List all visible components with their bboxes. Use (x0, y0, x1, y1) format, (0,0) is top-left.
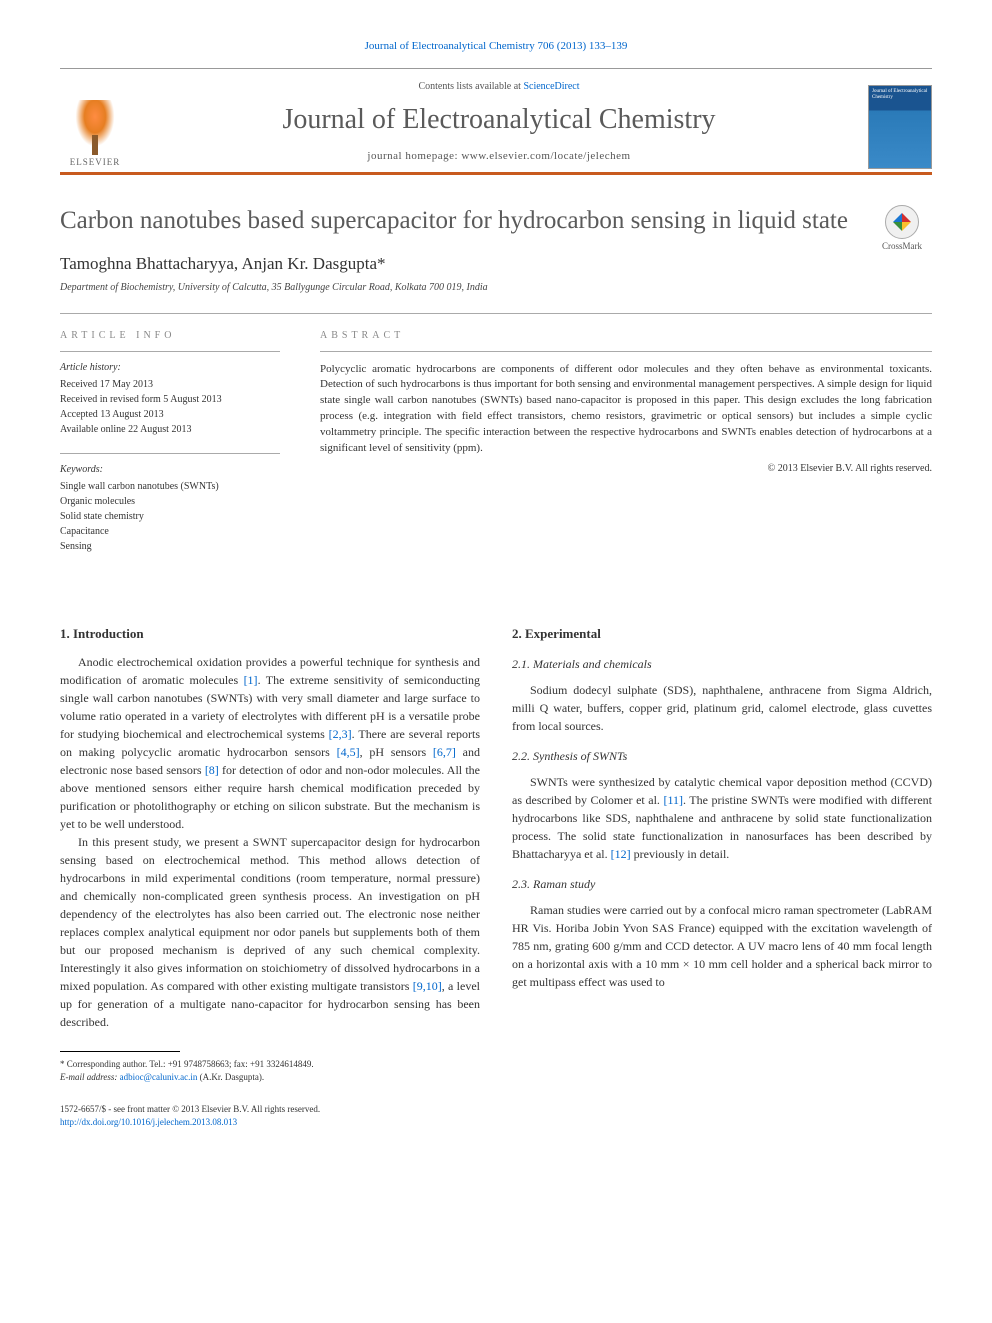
keyword: Single wall carbon nanotubes (SWNTs) (60, 479, 280, 494)
doi-link[interactable]: http://dx.doi.org/10.1016/j.jelechem.201… (60, 1117, 237, 1127)
history-item: Available online 22 August 2013 (60, 422, 280, 437)
affiliation: Department of Biochemistry, University o… (60, 282, 932, 293)
citation-link[interactable]: [4,5] (337, 745, 360, 759)
contents-line: Contents lists available at ScienceDirec… (146, 81, 852, 92)
citation-link[interactable]: [2,3] (329, 727, 352, 741)
history-item: Accepted 13 August 2013 (60, 407, 280, 422)
elsevier-logo[interactable]: ELSEVIER (60, 87, 130, 167)
sciencedirect-link[interactable]: ScienceDirect (523, 81, 579, 92)
abstract-copyright: © 2013 Elsevier B.V. All rights reserved… (320, 463, 932, 474)
citation-link[interactable]: [11] (663, 793, 683, 807)
abstract-text: Polycyclic aromatic hydrocarbons are com… (320, 351, 932, 458)
journal-header: ELSEVIER Contents lists available at Sci… (60, 68, 932, 175)
journal-homepage: journal homepage: www.elsevier.com/locat… (146, 150, 852, 162)
footnote-separator (60, 1051, 180, 1052)
article-history-heading: Article history: (60, 360, 280, 375)
elsevier-label: ELSEVIER (70, 157, 121, 167)
keyword: Capacitance (60, 524, 280, 539)
corresponding-footnote: * Corresponding author. Tel.: +91 974875… (60, 1058, 480, 1083)
abstract-label: ABSTRACT (320, 330, 932, 341)
citation-link[interactable]: [9,10] (413, 979, 442, 993)
journal-ref-link[interactable]: Journal of Electroanalytical Chemistry 7… (365, 40, 628, 52)
body-paragraph: In this present study, we present a SWNT… (60, 833, 480, 1031)
crossmark-badge[interactable]: CrossMark (872, 205, 932, 251)
journal-title: Journal of Electroanalytical Chemistry (146, 104, 852, 136)
journal-cover-thumbnail: Journal of Electroanalytical Chemistry (868, 85, 932, 169)
crossmark-icon (885, 205, 919, 239)
keywords-heading: Keywords: (60, 462, 280, 477)
citation-link[interactable]: [1] (244, 673, 258, 687)
subsection-heading: 2.1. Materials and chemicals (512, 655, 932, 673)
page-footer: 1572-6657/$ - see front matter © 2013 El… (60, 1103, 932, 1128)
history-item: Received 17 May 2013 (60, 377, 280, 392)
body-paragraph: SWNTs were synthesized by catalytic chem… (512, 773, 932, 863)
email-link[interactable]: adbioc@caluniv.ac.in (120, 1072, 198, 1082)
body-paragraph: Sodium dodecyl sulphate (SDS), naphthale… (512, 681, 932, 735)
keyword: Sensing (60, 539, 280, 554)
section-heading: 2. Experimental (512, 624, 932, 644)
body-paragraph: Anodic electrochemical oxidation provide… (60, 653, 480, 833)
article-info-label: ARTICLE INFO (60, 330, 280, 341)
contents-prefix: Contents lists available at (418, 81, 523, 92)
email-label: E-mail address: (60, 1072, 120, 1082)
history-item: Received in revised form 5 August 2013 (60, 392, 280, 407)
footer-copyright: 1572-6657/$ - see front matter © 2013 El… (60, 1103, 932, 1116)
article-body: 1. Introduction Anodic electrochemical o… (60, 610, 932, 1084)
citation-link[interactable]: [6,7] (433, 745, 456, 759)
corresponding-mark: * (377, 254, 386, 273)
author-names: Tamoghna Bhattacharyya, Anjan Kr. Dasgup… (60, 254, 377, 273)
citation-link[interactable]: [12] (611, 847, 631, 861)
body-paragraph: Raman studies were carried out by a conf… (512, 901, 932, 991)
subsection-heading: 2.3. Raman study (512, 875, 932, 893)
journal-reference: Journal of Electroanalytical Chemistry 7… (60, 40, 932, 52)
elsevier-tree-icon (70, 100, 120, 155)
citation-link[interactable]: [8] (205, 763, 219, 777)
crossmark-label: CrossMark (882, 241, 922, 251)
section-heading: 1. Introduction (60, 624, 480, 644)
email-suffix: (A.Kr. Dasgupta). (197, 1072, 264, 1082)
corresponding-author: * Corresponding author. Tel.: +91 974875… (60, 1058, 480, 1071)
keyword: Organic molecules (60, 494, 280, 509)
keyword: Solid state chemistry (60, 509, 280, 524)
subsection-heading: 2.2. Synthesis of SWNTs (512, 747, 932, 765)
article-title: Carbon nanotubes based supercapacitor fo… (60, 205, 848, 238)
authors: Tamoghna Bhattacharyya, Anjan Kr. Dasgup… (60, 254, 932, 274)
